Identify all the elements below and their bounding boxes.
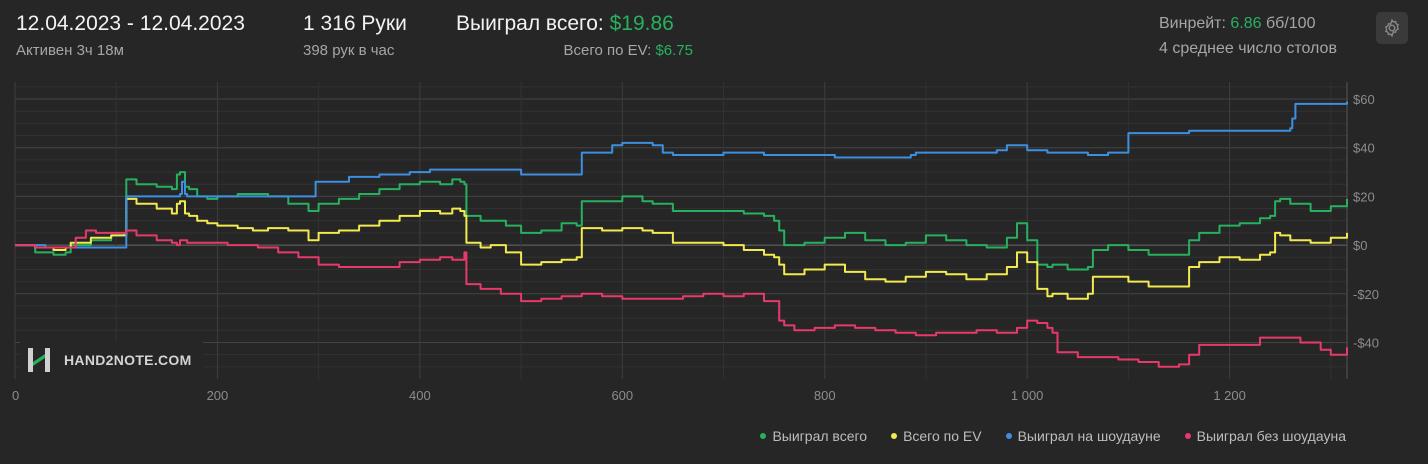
- series-line-2: [15, 101, 1348, 249]
- won-total: Выиграл всего: $19.86: [456, 12, 674, 36]
- winrate: Винрейт: 6.86 бб/100: [1159, 15, 1315, 33]
- grid: [14, 82, 1348, 379]
- winrate-value: 6.86: [1230, 15, 1262, 32]
- legend-item-no-showdown[interactable]: Выиграл без шоудауна: [1184, 428, 1346, 444]
- plot-area: [15, 82, 1347, 379]
- settings-button[interactable]: [1376, 12, 1408, 44]
- legend-label-won: Выиграл всего: [772, 428, 868, 444]
- legend-item-ev[interactable]: Всего по EV: [891, 428, 982, 444]
- series-lines: [15, 101, 1348, 368]
- ev-total-value: $6.75: [655, 42, 693, 59]
- x-tick-label: 0: [12, 388, 19, 403]
- winrate-unit: бб/100: [1266, 15, 1316, 32]
- won-total-label: Выиграл всего:: [456, 12, 604, 35]
- y-tick-label: $60: [1353, 92, 1375, 107]
- legend-label-no-showdown: Выиграл без шоудауна: [1196, 428, 1346, 444]
- hands-count: 1 316 Руки: [303, 12, 407, 35]
- hands-per-hour: 398 рук в час: [303, 42, 395, 59]
- x-tick-label: 800: [814, 388, 836, 403]
- ev-total-label: Всего по EV:: [563, 42, 652, 59]
- tick-labels: $60 $40 $20 $0 -$20 -$40 0 200 400 600 800 1 000 1 2…: [12, 92, 1379, 403]
- chart-legend: Выиграл всего Всего по EV Выиграл на шоу…: [760, 428, 1346, 444]
- y-tick-label: $0: [1353, 238, 1367, 253]
- active-time: Активен 3ч 18м: [16, 42, 124, 59]
- winrate-label: Винрейт:: [1159, 15, 1226, 32]
- legend-dot-no-showdown: [1184, 433, 1191, 439]
- legend-label-showdown: Выиграл на шоудауне: [1017, 428, 1161, 444]
- ev-total: Всего по EV: $6.75: [564, 42, 693, 59]
- logo-text: HAND2NOTE.COM: [64, 352, 192, 368]
- avg-tables: 4 среднее число столов: [1159, 40, 1337, 57]
- gear-icon: [1384, 18, 1400, 38]
- legend-dot-ev: [891, 433, 898, 439]
- y-tick-label: -$40: [1353, 335, 1379, 350]
- y-tick-label: $20: [1353, 189, 1375, 204]
- legend-item-showdown[interactable]: Выиграл на шоудауне: [1005, 428, 1161, 444]
- legend-dot-showdown: [1005, 433, 1012, 439]
- series-line-3: [15, 229, 1348, 368]
- x-tick-label: 600: [611, 388, 633, 403]
- legend-dot-won: [760, 433, 767, 439]
- hand2note-logo: HAND2NOTE.COM: [20, 342, 203, 378]
- won-total-value: $19.86: [609, 12, 674, 35]
- legend-label-ev: Всего по EV: [903, 428, 982, 444]
- series-line-0: [15, 171, 1348, 271]
- x-tick-label: 400: [409, 388, 431, 403]
- legend-item-won[interactable]: Выиграл всего: [760, 428, 867, 444]
- x-tick-label: 1 000: [1011, 388, 1044, 403]
- x-tick-label: 200: [207, 388, 229, 403]
- y-tick-label: -$20: [1353, 287, 1379, 302]
- hand2note-logo-icon: [28, 348, 50, 372]
- y-tick-label: $40: [1353, 141, 1375, 156]
- x-tick-label: 1 200: [1213, 388, 1246, 403]
- series-line-1: [15, 197, 1348, 300]
- date-range: 12.04.2023 - 12.04.2023: [16, 12, 245, 35]
